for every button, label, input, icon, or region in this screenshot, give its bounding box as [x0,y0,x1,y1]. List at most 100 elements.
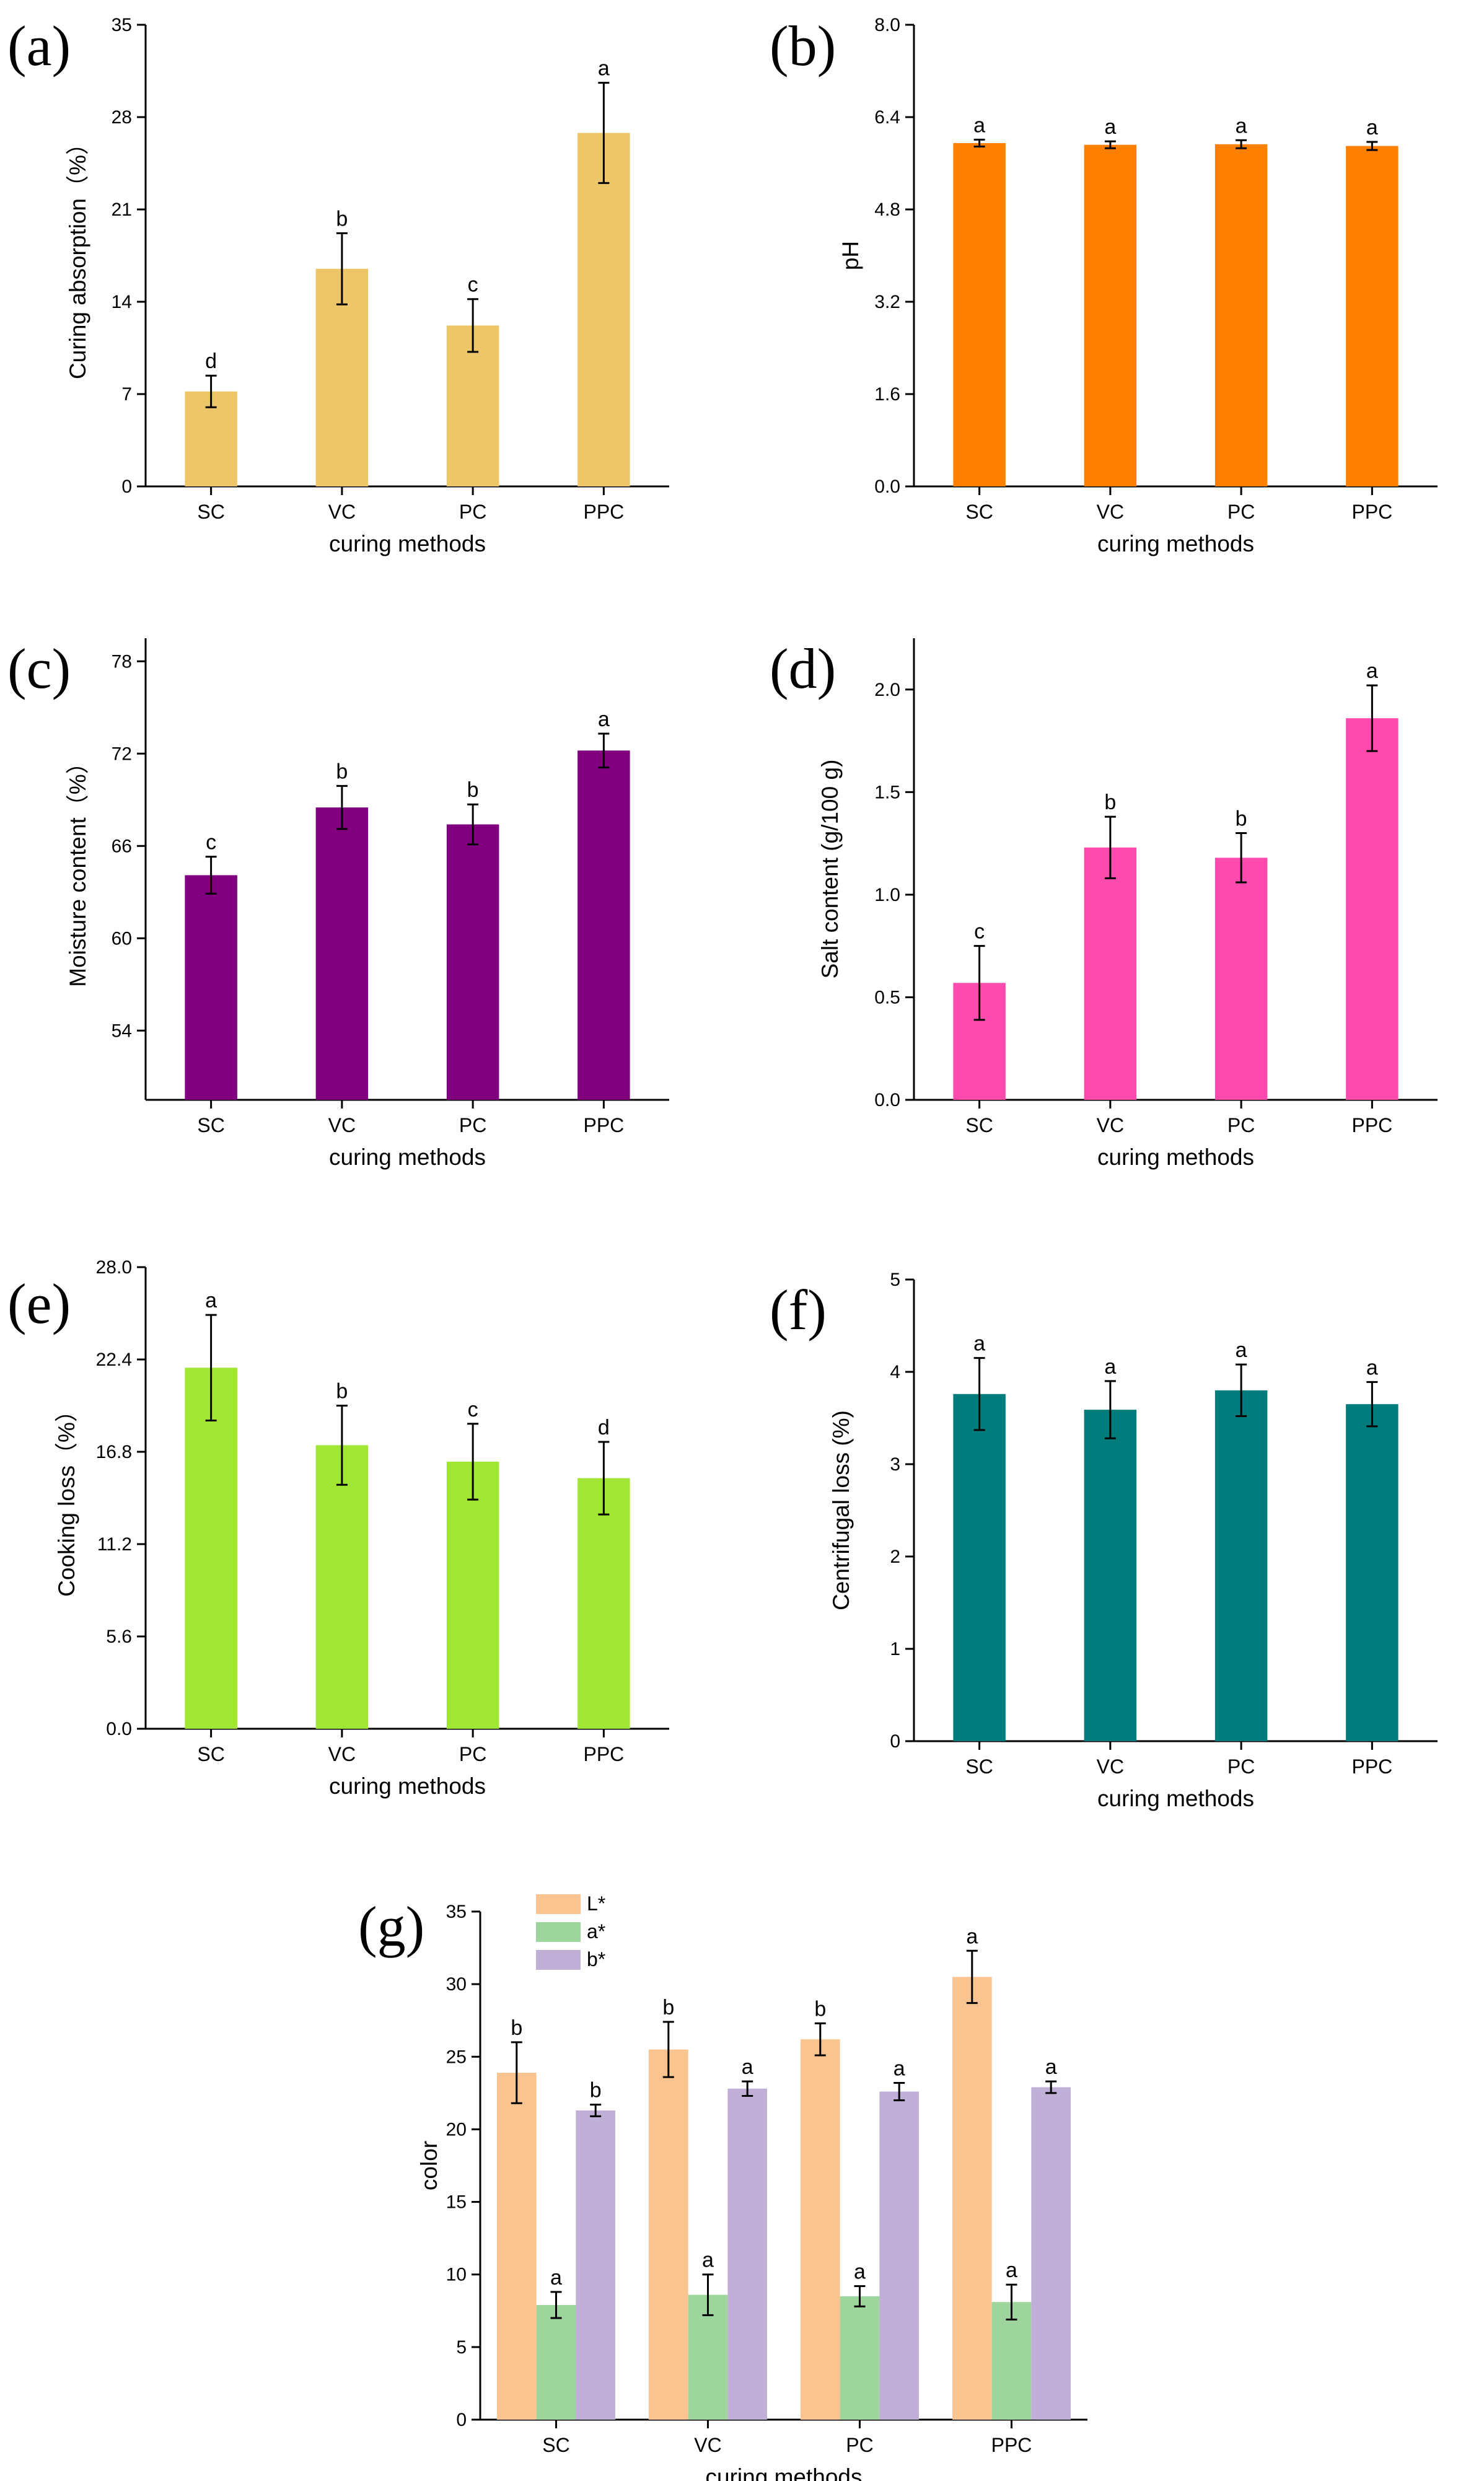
y-tick-label: 1 [890,1639,900,1659]
x-axis-label: curing methods [1097,1144,1254,1170]
y-tick-label: 4.8 [874,200,900,220]
y-tick-label: 35 [446,1902,467,1922]
y-tick-label: 10 [446,2265,467,2285]
bar-b-star-PC [879,2091,920,2420]
chart-panel-d: (d) 0.0 0.5 1.0 1.5 2.0 SC VC PC PPC curing method… [770,637,1438,1170]
y-axis-label: Centrifugal loss (%) [828,1410,854,1610]
panel-label-e: (e) [7,1272,71,1335]
y-tick-label: 2.0 [874,680,900,700]
x-tick-label: SC [197,1114,224,1136]
bar-SC [185,1368,237,1729]
x-tick-label: PPC [1351,501,1392,523]
x-axis-label: curing methods [329,531,486,556]
bar-L-star-PPC [952,1977,992,2420]
legend-swatch [536,1950,581,1970]
panel-label-b: (b) [770,14,836,77]
significance-letter: c [974,920,985,944]
x-tick-label: PC [1227,501,1255,523]
y-tick-label: 25 [446,2047,467,2067]
chart-panel-a: (a) 0 7 14 21 28 35 SC VC PC PPC curing methods Curi… [7,14,669,556]
bar-PPC [1346,718,1398,1100]
significance-letter: c [468,1398,478,1421]
bar-SC [953,1394,1006,1741]
y-tick-label: 4 [890,1362,900,1382]
y-tick-label: 11.2 [97,1534,132,1555]
significance-letter: d [205,349,217,373]
panel-label-a: (a) [7,14,71,77]
x-tick-label: VC [694,2434,721,2456]
y-tick-label: 6.4 [874,107,900,128]
bar-a-star-PPC [991,2302,1032,2420]
significance-letter: a [742,2055,753,2079]
bar-PC [1214,144,1268,487]
chart-panel-g: (g) 0 5 10 15 20 25 30 35 SC VC PC PPC curing methods… [358,1892,1087,2481]
legend-swatch [536,1894,581,1914]
x-tick-label: PPC [991,2434,1032,2456]
legend-label: b* [587,1948,605,1970]
significance-letter: b [336,207,348,231]
y-tick-label: 72 [112,744,132,764]
y-axis-label: Salt content (g/100 g) [817,760,843,979]
legend-label: L* [587,1892,605,1915]
y-tick-label: 0.0 [874,1090,900,1110]
y-tick-label: 0 [456,2410,467,2430]
x-tick-label: PC [459,1114,486,1136]
panel-label-d: (d) [770,637,836,700]
x-tick-label: PC [459,1743,486,1765]
bar-L-star-PC [800,2039,840,2420]
significance-letter: a [598,708,610,731]
x-tick-label: SC [197,501,224,523]
significance-letter: b [336,760,348,783]
y-axis-label: color [416,2141,442,2190]
bar-PPC [577,1478,630,1729]
x-axis-label: curing methods [706,2464,863,2481]
y-tick-label: 1.0 [874,885,900,905]
y-tick-label: 7 [121,384,132,405]
x-tick-label: VC [328,1114,356,1136]
y-tick-label: 14 [112,292,132,312]
bar-VC [1084,847,1137,1100]
bar-PC [446,824,499,1100]
x-tick-label: PPC [1351,1114,1392,1136]
x-tick-label: VC [328,501,356,523]
y-tick-label: 1.6 [874,384,900,405]
chart-panel-f: (f) 0 1 2 3 4 5 SC VC PC PPC curing methods Centrifu… [770,1270,1438,1811]
y-tick-label: 30 [446,1974,467,1995]
x-tick-label: VC [1097,1114,1124,1136]
bar-b-star-VC [727,2088,768,2420]
significance-letter: a [205,1289,217,1312]
y-tick-label: 60 [112,928,132,949]
y-axis-label: Curing absorption（%） [65,132,90,379]
y-tick-label: 2 [890,1547,900,1567]
bar-PC [1214,1390,1268,1741]
bar-L-star-SC [496,2073,537,2420]
x-tick-label: PPC [583,501,624,523]
y-tick-label: 0.5 [874,987,900,1008]
y-tick-label: 0.0 [874,476,900,497]
bar-PPC [1346,1404,1398,1741]
y-axis-label: Cooking loss（%） [54,1399,79,1597]
bar-L-star-VC [648,2049,688,2420]
y-tick-label: 20 [446,2119,467,2140]
x-tick-label: PPC [1351,1755,1392,1778]
x-tick-label: SC [542,2434,569,2456]
y-tick-label: 0 [890,1731,900,1752]
y-tick-label: 0 [121,476,132,497]
bar-b-star-SC [576,2110,616,2420]
significance-letter: b [1104,791,1116,814]
significance-letter: a [1366,659,1378,683]
bar-SC [185,875,237,1100]
y-axis-label: Moisture content（%） [65,751,90,986]
bar-VC [315,1445,369,1729]
significance-letter: a [893,2057,905,2080]
significance-letter: c [206,831,216,854]
significance-letter: b [814,1997,826,2021]
bar-PPC [577,133,630,487]
y-tick-label: 0.0 [106,1719,132,1739]
significance-letter: a [1236,1338,1247,1362]
x-axis-label: curing methods [329,1773,486,1799]
legend-swatch [536,1922,581,1942]
x-axis-label: curing methods [1097,531,1254,556]
significance-letter: a [1236,114,1247,138]
bar-VC [1084,1410,1137,1741]
